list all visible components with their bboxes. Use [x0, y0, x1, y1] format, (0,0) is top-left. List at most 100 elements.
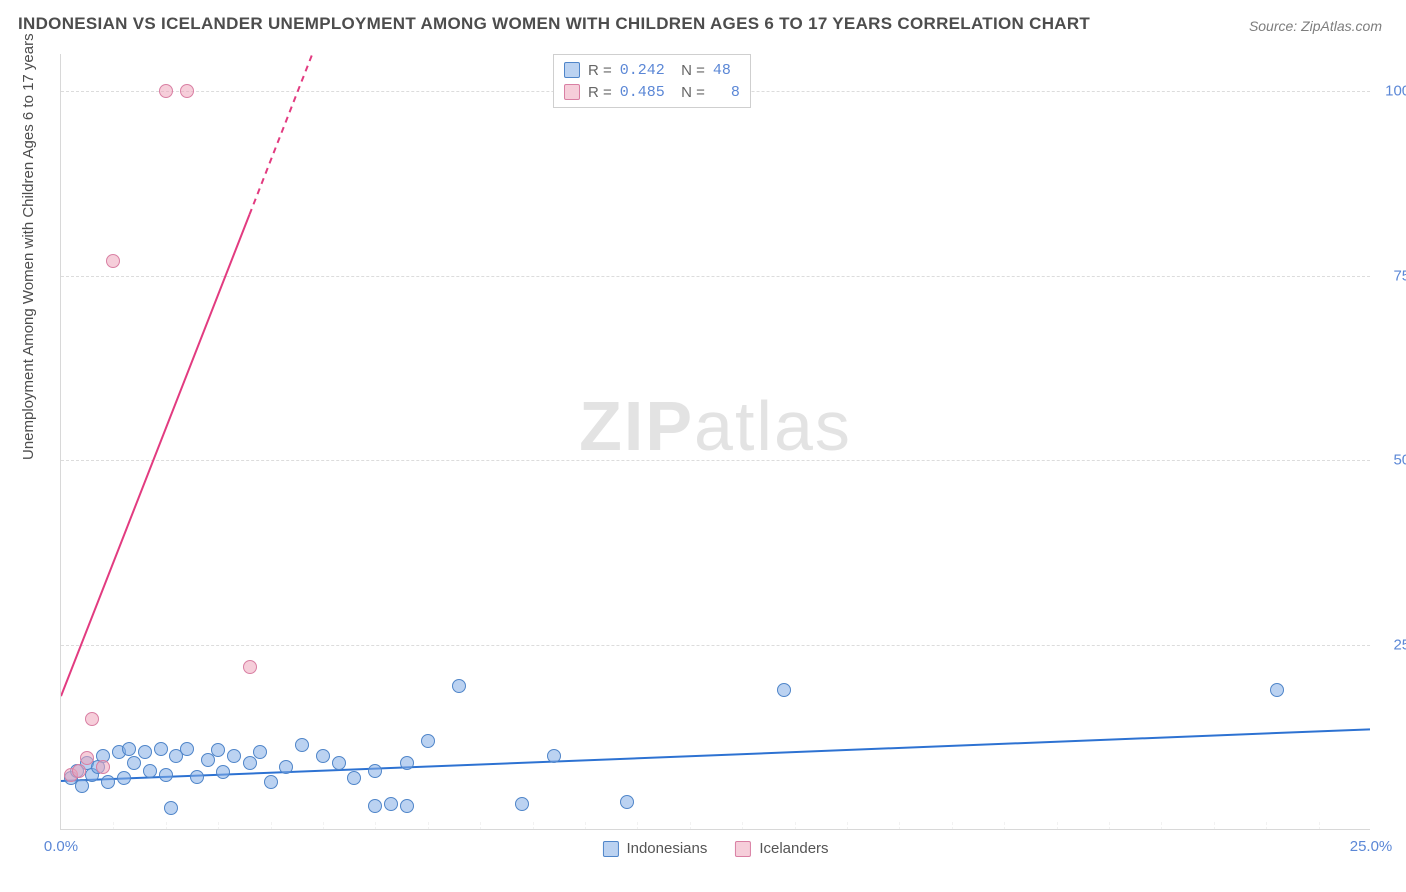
- data-point: [143, 764, 157, 778]
- legend-item-icelanders: Icelanders: [735, 840, 828, 857]
- data-point: [332, 756, 346, 770]
- legend-row-indonesians: R = 0.242 N = 48: [564, 59, 740, 81]
- data-point: [279, 760, 293, 774]
- swatch-icon: [602, 841, 618, 857]
- data-point: [164, 801, 178, 815]
- swatch-icon: [735, 841, 751, 857]
- x-minor-tick: [585, 822, 586, 830]
- correlation-legend: R = 0.242 N = 48 R = 0.485 N = 8: [553, 54, 751, 108]
- legend-n-label: N =: [673, 62, 705, 79]
- chart-title: INDONESIAN VS ICELANDER UNEMPLOYMENT AMO…: [18, 14, 1090, 34]
- watermark-bold: ZIP: [579, 387, 694, 465]
- x-minor-tick: [1057, 822, 1058, 830]
- x-minor-tick: [795, 822, 796, 830]
- x-minor-tick: [1109, 822, 1110, 830]
- data-point: [384, 797, 398, 811]
- x-minor-tick: [271, 822, 272, 830]
- data-point: [138, 745, 152, 759]
- x-minor-tick: [847, 822, 848, 830]
- data-point: [75, 779, 89, 793]
- gridline-h: [61, 645, 1370, 646]
- data-point: [72, 764, 86, 778]
- data-point: [159, 768, 173, 782]
- watermark-light: atlas: [694, 387, 852, 465]
- data-point: [159, 84, 173, 98]
- x-minor-tick: [113, 822, 114, 830]
- gridline-h: [61, 276, 1370, 277]
- data-point: [316, 749, 330, 763]
- data-point: [190, 770, 204, 784]
- x-minor-tick: [533, 822, 534, 830]
- swatch-icon: [564, 84, 580, 100]
- x-minor-tick: [1319, 822, 1320, 830]
- legend-row-icelanders: R = 0.485 N = 8: [564, 81, 740, 103]
- data-point: [620, 795, 634, 809]
- legend-r-label: R =: [588, 84, 612, 101]
- x-minor-tick: [323, 822, 324, 830]
- legend-r-label: R =: [588, 62, 612, 79]
- data-point: [347, 771, 361, 785]
- series-legend: Indonesians Icelanders: [602, 840, 828, 857]
- x-minor-tick: [690, 822, 691, 830]
- data-point: [122, 742, 136, 756]
- x-tick-label: 0.0%: [44, 838, 78, 855]
- data-point: [777, 683, 791, 697]
- y-tick-label: 25.0%: [1376, 637, 1406, 654]
- data-point: [85, 712, 99, 726]
- data-point: [211, 743, 225, 757]
- data-point: [421, 734, 435, 748]
- y-tick-label: 75.0%: [1376, 267, 1406, 284]
- watermark: ZIPatlas: [579, 386, 852, 466]
- legend-label: Icelanders: [759, 840, 828, 857]
- x-minor-tick: [218, 822, 219, 830]
- x-minor-tick: [742, 822, 743, 830]
- y-axis-label: Unemployment Among Women with Children A…: [20, 33, 37, 460]
- legend-n-value: 8: [713, 84, 740, 101]
- source-attribution: Source: ZipAtlas.com: [1249, 18, 1382, 34]
- data-point: [96, 760, 110, 774]
- x-minor-tick: [428, 822, 429, 830]
- x-minor-tick: [166, 822, 167, 830]
- data-point: [368, 799, 382, 813]
- legend-n-label: N =: [673, 84, 705, 101]
- plot-area: ZIPatlas 25.0%50.0%75.0%100.0%0.0%25.0% …: [60, 54, 1370, 830]
- gridline-h: [61, 460, 1370, 461]
- data-point: [547, 749, 561, 763]
- data-point: [400, 799, 414, 813]
- data-point: [295, 738, 309, 752]
- legend-item-indonesians: Indonesians: [602, 840, 707, 857]
- x-minor-tick: [1214, 822, 1215, 830]
- x-minor-tick: [952, 822, 953, 830]
- data-point: [400, 756, 414, 770]
- data-point: [243, 756, 257, 770]
- data-point: [227, 749, 241, 763]
- legend-n-value: 48: [713, 62, 731, 79]
- legend-label: Indonesians: [626, 840, 707, 857]
- data-point: [452, 679, 466, 693]
- data-point: [243, 660, 257, 674]
- data-point: [117, 771, 131, 785]
- data-point: [253, 745, 267, 759]
- y-tick-label: 50.0%: [1376, 452, 1406, 469]
- x-minor-tick: [899, 822, 900, 830]
- x-tick-label: 25.0%: [1350, 838, 1393, 855]
- data-point: [180, 742, 194, 756]
- legend-r-value: 0.242: [620, 62, 665, 79]
- swatch-icon: [564, 62, 580, 78]
- data-point: [264, 775, 278, 789]
- data-point: [154, 742, 168, 756]
- data-point: [515, 797, 529, 811]
- x-minor-tick: [480, 822, 481, 830]
- x-minor-tick: [375, 822, 376, 830]
- legend-r-value: 0.485: [620, 84, 665, 101]
- x-minor-tick: [1161, 822, 1162, 830]
- x-minor-tick: [637, 822, 638, 830]
- x-minor-tick: [1004, 822, 1005, 830]
- y-tick-label: 100.0%: [1376, 82, 1406, 99]
- data-point: [180, 84, 194, 98]
- data-point: [1270, 683, 1284, 697]
- data-point: [106, 254, 120, 268]
- trend-lines: [61, 54, 1370, 829]
- data-point: [368, 764, 382, 778]
- data-point: [101, 775, 115, 789]
